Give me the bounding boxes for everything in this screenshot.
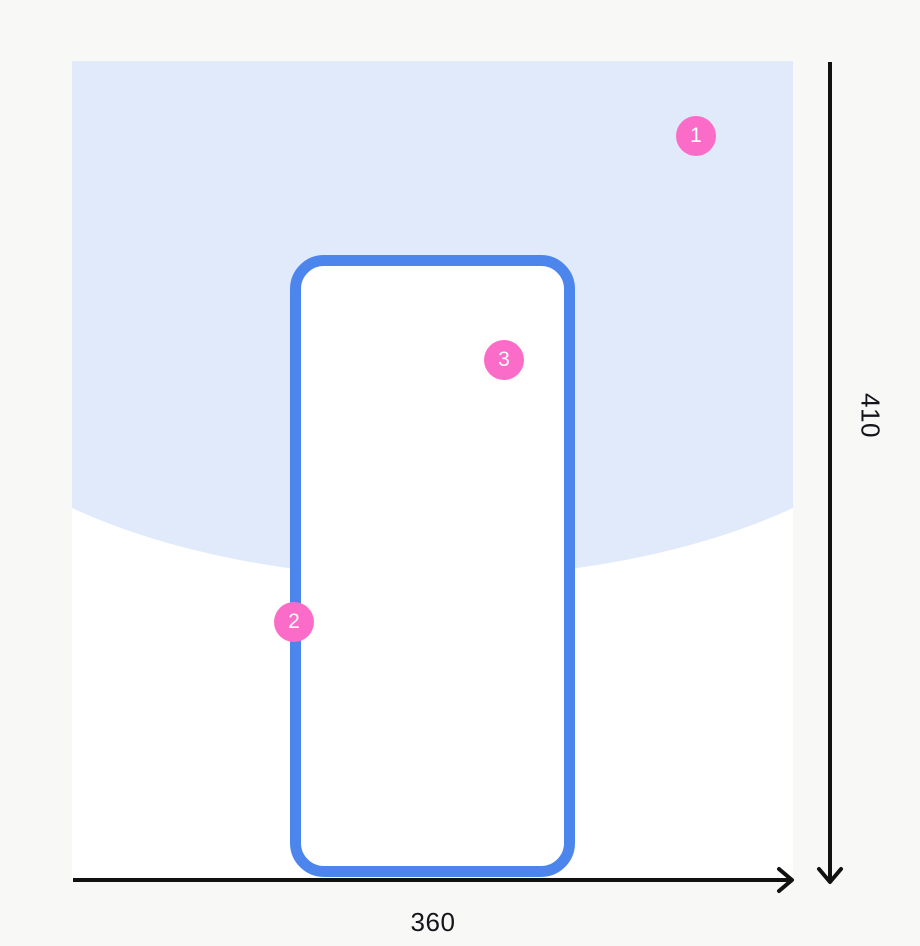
x-axis-label: 360 — [410, 907, 456, 937]
device-frame[interactable] — [290, 255, 575, 877]
annotation-marker-2[interactable]: 2 — [274, 602, 314, 642]
annotation-marker-3[interactable]: 3 — [484, 340, 524, 380]
y-axis-label: 410 — [855, 393, 886, 438]
y-axis-arrowhead-icon — [817, 867, 843, 884]
annotation-marker-1[interactable]: 1 — [676, 116, 716, 156]
